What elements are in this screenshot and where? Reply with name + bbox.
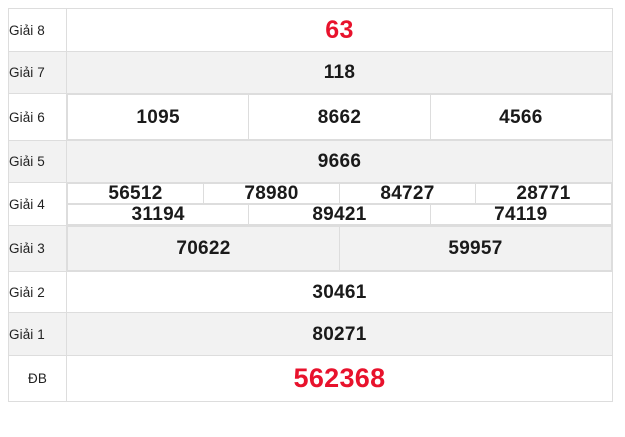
table-row-prize-4: Giải 4 56512 78980 84727 28771 31194 894…: [8, 182, 613, 226]
prize-label-1: Giải 1: [8, 312, 67, 356]
prize-3-subgrid: 70622 59957: [67, 226, 612, 271]
table-row-prize-2: Giải 2 30461: [8, 271, 613, 313]
table-row-prize-1: Giải 1 80271: [8, 312, 613, 356]
prize-number-4-2: 78980: [203, 183, 340, 204]
prize-number-8-1: 63: [66, 8, 613, 52]
prize-label-8: Giải 8: [8, 8, 67, 52]
prize-label-special: ĐB: [8, 355, 67, 402]
prize-number-1-1: 80271: [66, 312, 613, 356]
table-row-prize-5: Giải 5 9666: [8, 140, 613, 183]
prize-label-5: Giải 5: [8, 140, 67, 183]
prize-label-2: Giải 2: [8, 271, 67, 313]
prize-number-6-3: 4566: [429, 94, 613, 140]
prize-number-special-1: 562368: [66, 355, 613, 402]
prize-number-6-2: 8662: [248, 94, 431, 140]
prize-number-6-1: 1095: [66, 94, 250, 140]
prize-number-5-1: 9666: [66, 140, 613, 183]
prize-number-7-1: 118: [66, 51, 613, 94]
prize-label-3: Giải 3: [8, 225, 67, 272]
table-row-prize-8: Giải 8 63: [8, 8, 613, 52]
table-row-prize-special: ĐB 562368: [8, 355, 613, 402]
prize-cells-3: 70622 59957: [66, 225, 613, 272]
prize-number-3-1: 70622: [67, 226, 340, 271]
prize-number-4-7: 74119: [429, 204, 613, 225]
table-row-prize-6: Giải 6 1095 8662 4566: [8, 93, 613, 141]
lottery-result-table: Giải 8 63 Giải 7 118 Giải 6 1095 8662 45…: [8, 8, 613, 402]
prize-cells-6: 1095 8662 4566: [66, 93, 613, 141]
prize-number-4-1: 56512: [67, 183, 204, 204]
prize-4-subgrid: 56512 78980 84727 28771: [67, 183, 612, 204]
prize-label-7: Giải 7: [8, 51, 67, 94]
prize-4-subgrid-second: 31194 89421 74119: [66, 204, 613, 225]
prize-number-3-2: 59957: [339, 226, 612, 271]
prize-number-4-6: 89421: [248, 204, 431, 225]
prize-number-4-4: 28771: [475, 183, 612, 204]
prize-number-4-5: 31194: [66, 204, 250, 225]
table-row-prize-7: Giải 7 118: [8, 51, 613, 94]
prize-6-subgrid: 1095 8662 4566: [66, 94, 613, 140]
prize-cells-4: 56512 78980 84727 28771 31194 89421 7411…: [66, 182, 613, 226]
prize-number-4-3: 84727: [339, 183, 476, 204]
prize-label-4: Giải 4: [8, 182, 67, 226]
prize-number-2-1: 30461: [66, 271, 613, 313]
prize-label-6: Giải 6: [8, 93, 67, 141]
table-row-prize-3: Giải 3 70622 59957: [8, 225, 613, 272]
